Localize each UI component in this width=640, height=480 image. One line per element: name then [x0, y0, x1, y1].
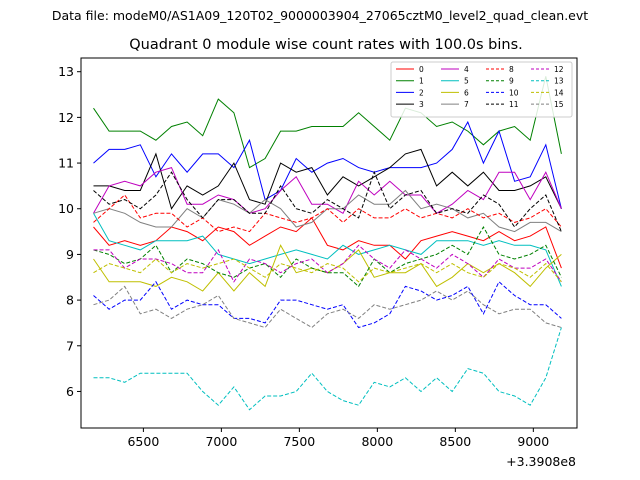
series-line-15 — [93, 285, 562, 329]
series-line-2 — [93, 120, 562, 209]
y-tick-label: 11 — [58, 156, 74, 171]
legend-label-11: 11 — [509, 100, 519, 109]
legend-label-2: 2 — [419, 88, 424, 97]
legend-label-8: 8 — [509, 65, 514, 74]
y-tick-label: 9 — [66, 247, 74, 262]
legend-label-14: 14 — [554, 88, 564, 97]
legend-label-3: 3 — [419, 100, 424, 109]
legend-label-15: 15 — [554, 100, 564, 109]
plot-frame — [80, 57, 578, 429]
legend-label-13: 13 — [554, 77, 564, 86]
legend-label-0: 0 — [419, 65, 424, 74]
series-line-3 — [93, 148, 562, 210]
legend-label-10: 10 — [509, 88, 519, 97]
legend-label-12: 12 — [554, 65, 564, 74]
series-line-5 — [93, 213, 562, 287]
y-tick-label: 12 — [58, 110, 74, 125]
x-offset-label: +3.3908e8 — [506, 454, 576, 469]
chart-title: Quadrant 0 module wise count rates with … — [129, 37, 523, 53]
y-tick-label: 7 — [66, 338, 74, 353]
legend-label-1: 1 — [419, 77, 424, 86]
y-tick-label: 10 — [58, 201, 74, 216]
x-tick-label: 8500 — [439, 434, 471, 449]
y-tick-label: 13 — [58, 64, 74, 79]
y-tick-label: 6 — [66, 384, 74, 399]
legend-label-6: 6 — [464, 88, 469, 97]
series-line-12 — [93, 244, 562, 283]
x-tick-label: 8000 — [361, 434, 393, 449]
legend-label-5: 5 — [464, 77, 469, 86]
series-line-13 — [93, 327, 562, 411]
legend-box — [390, 61, 573, 118]
chart-suptitle: Data file: modeM0/AS1A09_120T02_90000039… — [52, 8, 588, 23]
series-line-4 — [93, 166, 562, 215]
series-line-7 — [93, 189, 562, 233]
x-tick-label: 6500 — [127, 434, 159, 449]
x-tick-label: 7500 — [283, 434, 315, 449]
series-line-1 — [93, 76, 562, 169]
series-line-14 — [93, 258, 562, 283]
legend-label-4: 4 — [464, 65, 469, 74]
series-line-8 — [93, 194, 562, 233]
series-line-11 — [93, 170, 562, 232]
x-tick-label: 9000 — [517, 434, 549, 449]
legend-label-9: 9 — [509, 77, 514, 86]
series-line-6 — [93, 244, 562, 292]
x-tick-label: 7000 — [205, 434, 237, 449]
y-tick-label: 8 — [66, 293, 74, 308]
series-line-10 — [93, 280, 562, 329]
legend-label-7: 7 — [464, 100, 469, 109]
